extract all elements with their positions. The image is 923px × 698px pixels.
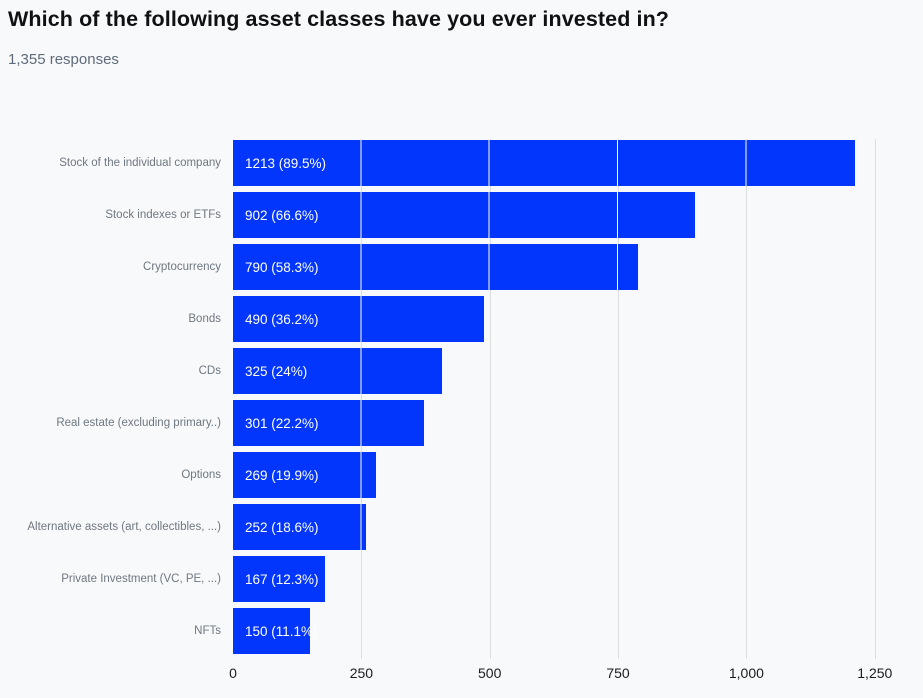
category-label: Cryptocurrency xyxy=(143,261,221,273)
bar: 150 (11.1%) xyxy=(233,608,318,654)
bar: 1213 (89.5%) xyxy=(233,140,855,186)
bar: 269 (19.9%) xyxy=(233,452,376,498)
bar: 252 (18.6%) xyxy=(233,504,366,550)
bar: 490 (36.2%) xyxy=(233,296,484,342)
category-label: Options xyxy=(181,469,221,481)
bar-value-label: 269 (19.9%) xyxy=(245,467,319,483)
x-axis-tick-label: 750 xyxy=(606,665,630,681)
page-title: Which of the following asset classes hav… xyxy=(8,7,670,31)
bar: 301 (22.2%) xyxy=(233,400,424,446)
bar-value-label: 790 (58.3%) xyxy=(245,259,319,275)
gridline xyxy=(874,139,876,659)
bar-value-label: 150 (11.1%) xyxy=(245,623,318,639)
gridline xyxy=(489,139,491,659)
x-axis-tick-label: 1,000 xyxy=(728,665,764,681)
bar-value-label: 301 (22.2%) xyxy=(245,415,319,431)
bar-value-label: 252 (18.6%) xyxy=(245,519,319,535)
bar: 790 (58.3%) xyxy=(233,244,638,290)
bar: 325 (24%) xyxy=(233,348,442,394)
category-label: Alternative assets (art, collectibles, .… xyxy=(27,521,221,533)
category-label: Stock indexes or ETFs xyxy=(105,209,221,221)
category-label: Real estate (excluding primary..) xyxy=(56,417,221,429)
gridline xyxy=(618,139,619,659)
x-axis-tick-label: 500 xyxy=(478,665,502,681)
x-axis-tick-label: 1,250 xyxy=(857,665,893,681)
bar-value-label: 902 (66.6%) xyxy=(245,207,319,223)
bar-value-label: 1213 (89.5%) xyxy=(245,155,327,171)
bar-value-label: 490 (36.2%) xyxy=(245,311,319,327)
category-label: Stock of the individual company xyxy=(59,157,221,169)
category-label: CDs xyxy=(198,365,221,377)
bar: 167 (12.3%) xyxy=(233,556,325,602)
bar: 902 (66.6%) xyxy=(233,192,695,238)
gridline xyxy=(361,139,363,659)
category-label: Bonds xyxy=(188,313,221,325)
response-count: 1,355 responses xyxy=(8,51,119,68)
category-label: Private Investment (VC, PE, ...) xyxy=(61,573,221,585)
bar-chart-plot-area: 1213 (89.5%) 902 (66.6%) 790 (58.3%) 490 (3… xyxy=(233,139,891,660)
gridline xyxy=(746,139,748,659)
x-axis-tick-label: 250 xyxy=(349,665,374,681)
bar-value-label: 325 (24%) xyxy=(245,363,308,379)
bar-value-label: 167 (12.3%) xyxy=(245,571,319,587)
category-label: NFTs xyxy=(194,625,221,637)
x-axis-tick-label: 0 xyxy=(229,665,237,681)
